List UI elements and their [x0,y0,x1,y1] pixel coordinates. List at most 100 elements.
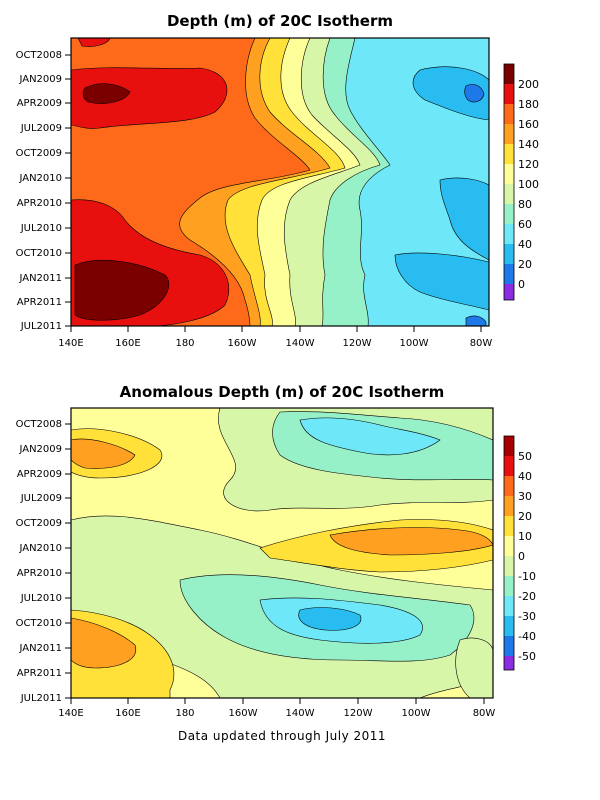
colorbar-label: 60 [518,218,532,231]
band-neg-right [455,637,493,698]
band-20-40-east2 [465,315,487,326]
colorbar-frame [503,435,515,671]
x-tick-label: 120W [344,708,373,719]
y-tick-label: APR2009 [17,98,62,109]
colorbar-swatch [504,516,514,536]
colorbar: 200 180 160 140 120 100 80 60 40 20 0 [503,63,539,301]
colorbar-swatch [504,456,514,476]
panel-depth: Depth (m) of 20C Isotherm [16,12,539,349]
colorbar-label: 10 [518,530,532,543]
y-axis: OCT2008 JAN2009 APR2009 JUL2009 OCT2009 … [16,419,71,704]
x-tick-label: 120W [343,338,372,349]
y-tick-label: OCT2009 [16,518,62,529]
x-tick-label: 180 [175,338,194,349]
colorbar-swatch [504,64,514,84]
y-tick-label: JUL2011 [20,321,62,332]
colorbar-swatch [504,476,514,496]
x-tick-label: 140E [58,708,83,719]
colorbar-label: 40 [518,238,532,251]
colorbar-label: 20 [518,510,532,523]
colorbar-label: 140 [518,138,539,151]
colorbar-swatch [504,616,514,636]
band-neg30 [299,417,441,456]
x-tick-label: 140W [286,338,315,349]
colorbar-swatch [504,124,514,144]
y-tick-label: JAN2011 [18,643,62,654]
y-tick-label: JAN2009 [18,444,62,455]
colorbar-label: 0 [518,278,525,291]
colorbar-label: 80 [518,198,532,211]
colorbar: 50 40 30 20 10 0 -10 -20 -30 -40 -50 [503,435,536,671]
colorbar-label: -30 [518,610,536,623]
colorbar-swatch [504,596,514,616]
colorbar-label: 20 [518,258,532,271]
x-tick-label: 80W [470,338,493,349]
colorbar-label: -20 [518,590,536,603]
y-tick-label: OCT2008 [16,50,62,61]
contour-field [71,408,493,698]
colorbar-label: 0 [518,550,525,563]
colorbar-swatch [504,284,514,300]
x-tick-label: 160W [228,338,257,349]
y-tick-label: OCT2010 [16,248,62,259]
band-180-200-top [71,67,228,129]
colorbar-label: -50 [518,650,536,663]
colorbar-swatch [504,84,514,104]
x-ticks [70,326,482,332]
y-axis: OCT2008 JAN2009 APR2009 JUL2009 OCT2009 … [16,50,71,332]
colorbar-swatch [504,204,514,224]
colorbar-swatch [504,244,514,264]
y-tick-label: JUL2010 [20,593,62,604]
y-tick-label: APR2011 [17,668,62,679]
contour-field [71,38,489,326]
plot-frame [70,37,490,327]
colorbar-label: 200 [518,78,539,91]
y-tick-label: APR2009 [17,469,62,480]
y-tick-label: JAN2010 [18,173,62,184]
y-tick-label: JUL2010 [20,223,62,234]
x-ticks [70,698,485,704]
panel-anomaly: Anomalous Depth (m) of 20C Isotherm [16,383,536,719]
colorbar-swatch [504,144,514,164]
colorbar-label: -40 [518,630,536,643]
x-tick-label: 140W [286,708,315,719]
colorbar-label: 50 [518,450,532,463]
x-tick-label: 160W [229,708,258,719]
colorbar-label: -10 [518,570,536,583]
colorbar-swatch [504,264,514,284]
x-tick-label: 180 [175,708,194,719]
colorbar-swatch [504,224,514,244]
colorbar-swatch [504,576,514,596]
band-200-top [82,83,131,104]
band-pos20-top-left [71,438,136,469]
band-neg-lower-40 [298,607,362,631]
data-updated-note: Data updated through July 2011 [178,729,386,743]
band-pos-bottom-left2 [71,617,137,669]
y-tick-label: JUL2009 [20,493,62,504]
band-20-40-east [464,84,485,103]
x-tick-label: 100W [402,708,431,719]
band-200-bottom [74,259,170,321]
band-40-60-east2 [439,177,489,261]
chart-title: Anomalous Depth (m) of 20C Isotherm [120,383,445,401]
colorbar-label: 40 [518,470,532,483]
x-axis: 140E 160E 180 160W 140W 120W 100W 80W [58,326,492,349]
x-tick-label: 160E [115,708,140,719]
band-40-60-east3 [394,252,489,311]
y-tick-label: APR2011 [17,297,62,308]
plot-frame [70,407,494,699]
colorbar-swatch [504,164,514,184]
chart-title: Depth (m) of 20C Isotherm [167,12,393,30]
y-tick-label: OCT2009 [16,148,62,159]
y-tick-label: OCT2008 [16,419,62,430]
y-ticks [65,423,71,699]
colorbar-frame [503,63,515,301]
y-tick-label: APR2010 [17,568,62,579]
y-tick-label: JAN2009 [18,74,62,85]
y-tick-label: APR2010 [17,198,62,209]
x-tick-label: 80W [473,708,496,719]
x-tick-label: 140E [58,338,83,349]
band-40-60-east [412,66,489,121]
x-axis: 140E 160E 180 160W 140W 120W 100W 80W [58,698,495,719]
